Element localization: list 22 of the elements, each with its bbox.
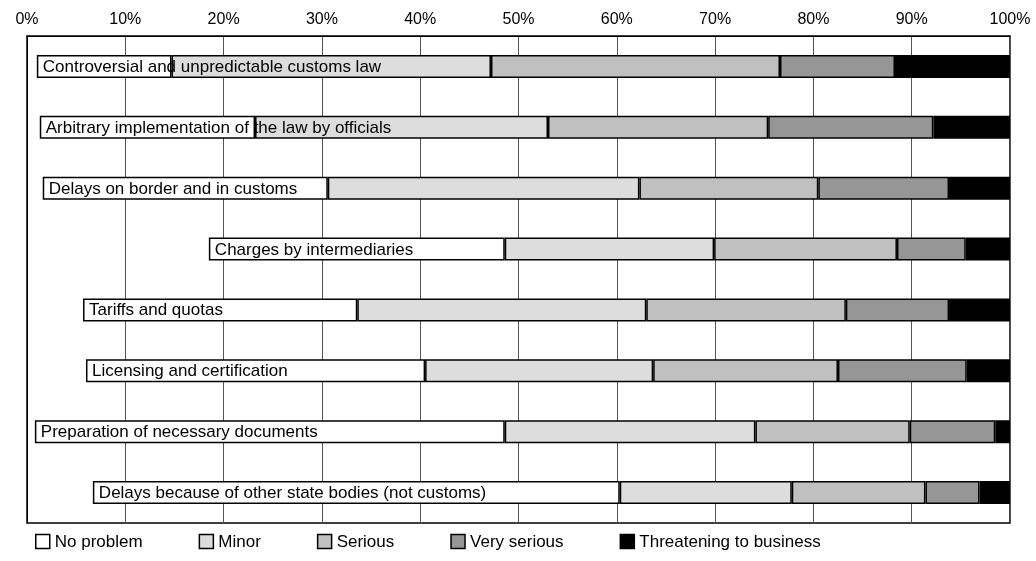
legend-label: Serious <box>336 532 395 551</box>
x-tick-label: 10% <box>109 9 142 27</box>
x-tick-label: 80% <box>797 9 830 27</box>
y-tick-label: Delays on border and in customs <box>48 178 298 198</box>
y-tick-label: Delays because of other state bodies (not customs) <box>98 483 487 503</box>
x-tick-label: 100% <box>989 9 1031 27</box>
x-tick-label: 20% <box>207 9 240 27</box>
x-tick-label: 60% <box>600 9 633 27</box>
legend-label: Minor <box>218 532 262 551</box>
x-tick-label: 30% <box>305 9 338 27</box>
y-tick-label: Charges by intermediaries <box>214 239 414 259</box>
y-tick-label: Licensing and certification <box>91 361 288 381</box>
y-tick-label: Tariffs and quotas <box>89 300 223 320</box>
x-tick-label: 70% <box>699 9 732 27</box>
x-tick-label: 0% <box>15 9 39 27</box>
x-tick-label: 40% <box>404 9 437 27</box>
legend-label: Very serious <box>470 532 564 551</box>
legend-label: No problem <box>54 532 143 551</box>
x-tick-label: 50% <box>502 9 535 27</box>
y-tick-label: Preparation of necessary documents <box>40 422 318 442</box>
legend-label: Threatening to business <box>639 532 821 551</box>
x-tick-label: 90% <box>895 9 928 27</box>
